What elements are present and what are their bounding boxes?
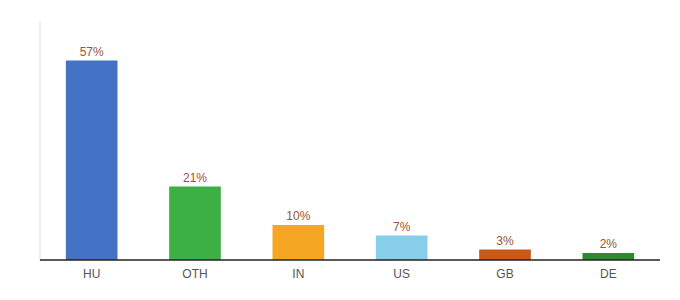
bar bbox=[583, 253, 635, 260]
bar bbox=[273, 225, 325, 260]
bar bbox=[66, 61, 118, 261]
data-label: 21% bbox=[183, 171, 207, 185]
data-labels: 57% 21% 10% 7% 3% 2% bbox=[80, 45, 618, 252]
bar bbox=[479, 250, 531, 261]
x-tick-label: DE bbox=[600, 267, 617, 281]
bars bbox=[66, 61, 634, 261]
x-tick-label: US bbox=[393, 267, 410, 281]
x-tick-label: HU bbox=[83, 267, 100, 281]
x-axis-line bbox=[40, 259, 660, 261]
x-tick-label: IN bbox=[292, 267, 304, 281]
bar bbox=[376, 236, 428, 261]
y-axis-line bbox=[40, 22, 41, 260]
chart-svg: 57% 21% 10% 7% 3% 2% HU OTH IN US GB DE bbox=[0, 0, 680, 300]
data-label: 2% bbox=[600, 237, 618, 251]
data-label: 7% bbox=[393, 220, 411, 234]
x-tick-label: OTH bbox=[182, 267, 207, 281]
data-label: 57% bbox=[80, 45, 104, 59]
x-tick-label: GB bbox=[496, 267, 513, 281]
data-label: 10% bbox=[286, 209, 310, 223]
bar bbox=[169, 187, 221, 261]
chart-container: 57% 21% 10% 7% 3% 2% HU OTH IN US GB DE bbox=[0, 0, 680, 300]
data-label: 3% bbox=[496, 234, 514, 248]
